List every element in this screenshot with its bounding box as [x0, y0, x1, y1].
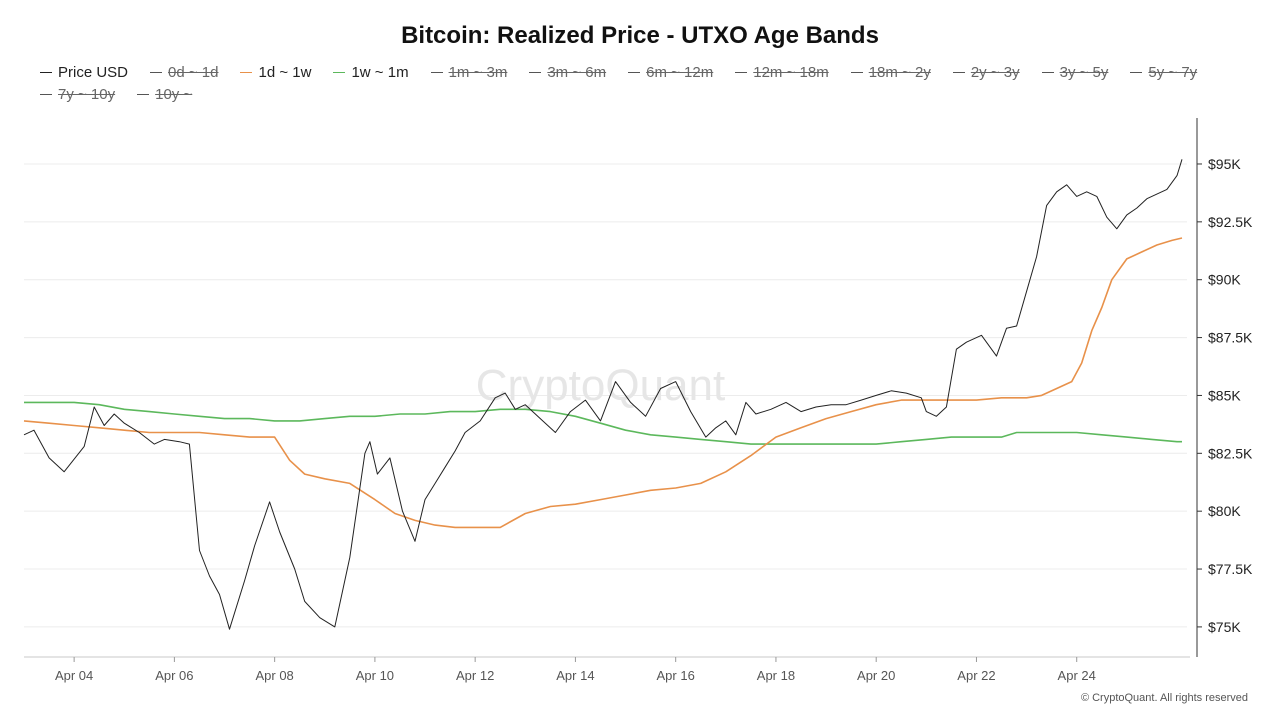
legend-swatch	[333, 71, 346, 73]
series-line	[23, 159, 1183, 630]
legend-label: 1d ~ 1w	[258, 64, 312, 81]
legend-swatch	[1041, 71, 1054, 73]
legend-label: 6m ~ 12m	[646, 64, 714, 81]
x-tick-label: Apr 18	[757, 668, 795, 683]
legend-item[interactable]: 1w ~ 1m	[333, 62, 409, 84]
legend-label: 0d ~ 1d	[168, 64, 219, 81]
legend-item[interactable]: 1m ~ 3m	[430, 62, 508, 84]
x-tick-label: Apr 10	[356, 668, 394, 683]
legend-item[interactable]: 18m ~ 2y	[850, 62, 931, 84]
legend-item[interactable]: 0d ~ 1d	[150, 62, 218, 84]
legend-label: 3m ~ 6m	[547, 64, 607, 81]
legend-swatch	[40, 71, 52, 73]
legend-swatch	[952, 71, 965, 73]
legend-label: Price USD	[58, 64, 129, 81]
legend-item[interactable]: 6m ~ 12m	[628, 62, 713, 84]
watermark: CryptoQuant	[476, 361, 725, 410]
x-tick-label: Apr 04	[55, 668, 93, 683]
x-tick-label: Apr 12	[456, 668, 494, 683]
legend-swatch	[430, 71, 443, 73]
legend-swatch	[240, 71, 253, 73]
legend-label: 18m ~ 2y	[868, 64, 931, 81]
legend-item[interactable]: 3m ~ 6m	[529, 62, 606, 84]
y-tick-label: $82.5K	[1208, 445, 1253, 461]
legend-swatch	[628, 71, 641, 73]
legend-item[interactable]: 1d ~ 1w	[240, 62, 311, 84]
legend-item[interactable]: 7y ~ 10y	[40, 84, 115, 106]
y-tick-label: $87.5K	[1208, 330, 1253, 346]
legend-label: 1m ~ 3m	[448, 64, 508, 81]
y-tick-label: $92.5K	[1208, 214, 1253, 230]
x-tick-label: Apr 08	[255, 668, 293, 683]
chart-title: Bitcoin: Realized Price - UTXO Age Bands	[401, 22, 879, 49]
legend-label: 5y ~ 7y	[1148, 64, 1198, 81]
legend-label: 1w ~ 1m	[351, 64, 409, 81]
legend-swatch	[150, 71, 163, 73]
legend-swatch	[1130, 71, 1143, 73]
legend-label: 2y ~ 3y	[970, 64, 1020, 81]
y-tick-label: $80K	[1208, 503, 1241, 519]
series-line	[24, 401, 1182, 445]
y-tick-label: $85K	[1208, 387, 1241, 403]
x-tick-label: Apr 24	[1058, 668, 1096, 683]
copyright-notice: © CryptoQuant. All rights reserved	[1080, 692, 1248, 704]
x-tick-label: Apr 22	[957, 668, 995, 683]
legend-swatch	[735, 71, 748, 73]
legend-swatch	[40, 93, 52, 95]
y-tick-label: $90K	[1208, 272, 1241, 288]
x-tick-label: Apr 14	[556, 668, 594, 683]
legend-item[interactable]: Price USD	[40, 62, 128, 84]
legend-item[interactable]: 3y ~ 5y	[1041, 62, 1109, 84]
y-tick-label: $77.5K	[1208, 561, 1253, 577]
legend-swatch	[850, 71, 863, 73]
y-tick-label: $95K	[1208, 156, 1241, 172]
legend-swatch	[137, 93, 150, 95]
series-line	[23, 237, 1183, 529]
legend-label: 7y ~ 10y	[58, 86, 116, 103]
legend-swatch	[529, 71, 542, 73]
legend-item[interactable]: 12m ~ 18m	[735, 62, 829, 84]
legend-item[interactable]: 5y ~ 7y	[1130, 62, 1197, 84]
legend-label: 12m ~ 18m	[753, 64, 829, 81]
x-tick-label: Apr 20	[857, 668, 895, 683]
x-tick-label: Apr 16	[657, 668, 695, 683]
legend-item[interactable]: 10y ~	[137, 84, 192, 106]
legend-label: 10y ~	[155, 86, 193, 103]
legend-item[interactable]: 2y ~ 3y	[952, 62, 1020, 84]
legend-label: 3y ~ 5y	[1059, 64, 1109, 81]
y-tick-label: $75K	[1208, 619, 1241, 635]
x-tick-label: Apr 06	[155, 668, 193, 683]
chart-legend: Price USD 0d ~ 1d 1d ~ 1w 1w ~ 1m 1m ~ 3m 3m …	[40, 62, 1260, 106]
